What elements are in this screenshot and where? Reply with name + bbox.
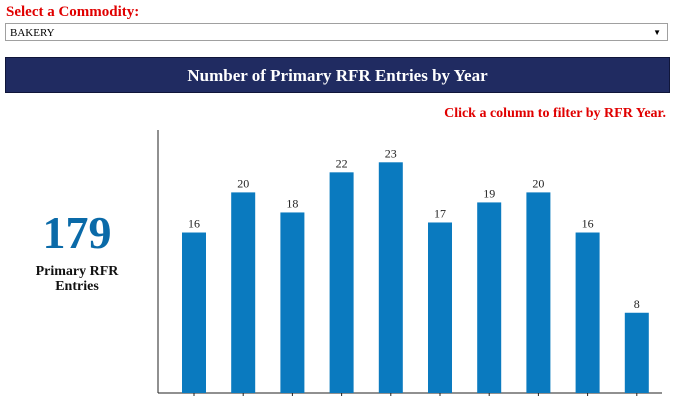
bar[interactable] xyxy=(624,312,649,393)
bar[interactable] xyxy=(428,222,452,393)
bar[interactable] xyxy=(526,192,551,393)
data-label: 17 xyxy=(434,206,446,220)
bar[interactable] xyxy=(231,192,256,393)
commodity-dropdown[interactable]: BAKERY ▼ xyxy=(5,23,668,41)
data-label: 16 xyxy=(582,217,594,231)
data-label: 22 xyxy=(336,156,348,170)
chart-title: Number of Primary RFR Entries by Year xyxy=(5,57,670,93)
kpi-label: Primary RFR Entries xyxy=(35,264,119,294)
data-label: 20 xyxy=(237,176,249,190)
filter-label: Select a Commodity: xyxy=(6,4,140,20)
bar[interactable] xyxy=(575,232,600,393)
bar[interactable] xyxy=(477,202,502,393)
bar[interactable] xyxy=(329,172,354,393)
data-label: 19 xyxy=(483,186,495,200)
bar[interactable] xyxy=(280,212,305,393)
bar[interactable] xyxy=(182,232,206,393)
bar[interactable] xyxy=(378,162,403,393)
dropdown-value[interactable]: BAKERY xyxy=(10,27,55,39)
dropdown-arrow[interactable]: ▼ xyxy=(653,28,661,37)
instruction: Click a column to filter by RFR Year. xyxy=(444,106,666,121)
data-label: 23 xyxy=(385,146,397,160)
data-label: 16 xyxy=(188,217,200,231)
kpi-value: 179 xyxy=(42,207,112,258)
data-label: 18 xyxy=(286,196,298,210)
data-label: 20 xyxy=(532,176,544,190)
data-label: 8 xyxy=(634,297,640,311)
